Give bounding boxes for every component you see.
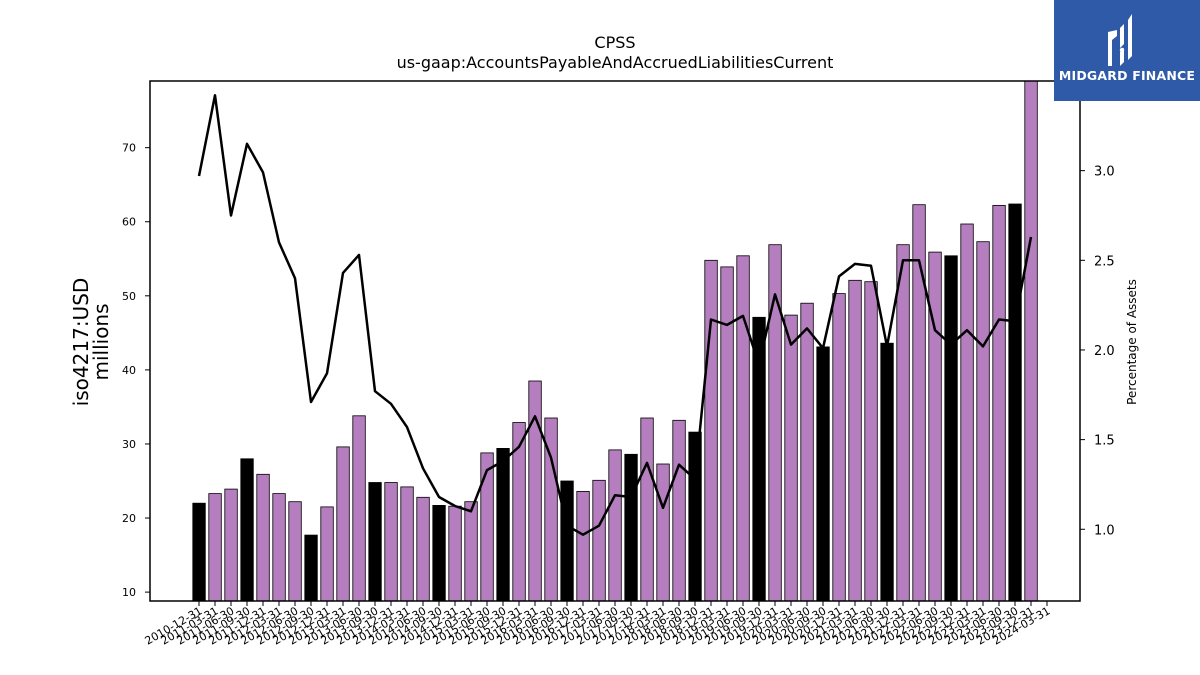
line-series — [197, 94, 1033, 536]
bar-annual — [192, 502, 206, 602]
bar-quarterly — [464, 501, 478, 602]
bar-quarterly — [448, 505, 462, 602]
logo-text: MIDGARD FINANCE — [1058, 68, 1196, 83]
bar-quarterly — [592, 479, 606, 602]
bar-quarterly — [736, 255, 750, 602]
bar-quarterly — [928, 251, 942, 602]
bar-quarterly — [400, 486, 414, 602]
bar-quarterly — [832, 293, 846, 602]
bar-quarterly — [224, 488, 238, 602]
bar-quarterly — [992, 204, 1006, 602]
bar-annual — [880, 342, 894, 602]
midgard-logo-icon — [1108, 14, 1132, 66]
bar-quarterly — [704, 259, 718, 602]
bar-quarterly — [576, 490, 590, 602]
y-tick-label: 30 — [122, 438, 136, 451]
y-tick-label: 70 — [122, 142, 136, 155]
bar-quarterly — [320, 506, 334, 602]
bar-annual — [304, 534, 318, 602]
y-tick-label: 60 — [122, 216, 136, 229]
chart-subtitle: us-gaap:AccountsPayableAndAccruedLiabili… — [397, 53, 834, 72]
bar-quarterly — [336, 446, 350, 602]
bar-annual — [816, 346, 830, 602]
bar-annual — [240, 458, 254, 602]
bar-quarterly — [480, 452, 494, 602]
bar-quarterly — [416, 496, 430, 602]
y2-tick-label: 1.5 — [1094, 434, 1115, 449]
bar-quarterly — [784, 314, 798, 602]
y-tick-label: 50 — [122, 290, 136, 303]
y2-tick-label: 2.5 — [1094, 254, 1115, 269]
bar-quarterly — [720, 266, 734, 602]
bar-quarterly — [608, 449, 622, 602]
y-axis: 10 20 30 40 50 60 70 — [122, 142, 150, 599]
plot-frame — [149, 80, 1081, 602]
bar-quarterly — [272, 493, 286, 602]
bar-quarterly — [864, 281, 878, 602]
y2-axis: 1.0 1.5 2.0 2.5 3.0 — [1080, 165, 1115, 538]
brand-logo: MIDGARD FINANCE — [1054, 0, 1200, 101]
y-axis-label-line1: iso4217:USD — [69, 278, 93, 407]
bar-series — [192, 80, 1038, 602]
y2-tick-label: 3.0 — [1094, 165, 1115, 180]
y2-axis-label: Percentage of Assets — [1125, 279, 1139, 405]
x-axis: 2010-12-312011-03-312011-06-302011-09-30… — [143, 601, 1053, 648]
y2-tick-label: 1.0 — [1094, 523, 1115, 538]
bar-quarterly — [528, 380, 542, 602]
chart-title: CPSS — [594, 33, 635, 52]
bar-annual — [560, 480, 574, 602]
bar-quarterly — [896, 244, 910, 602]
bar-quarterly — [848, 279, 862, 602]
bar-quarterly — [1024, 80, 1038, 602]
bar-quarterly — [656, 463, 670, 602]
y-axis-label-line2: millions — [89, 303, 113, 380]
bar-annual — [624, 453, 638, 602]
percent-of-assets-line — [197, 94, 1033, 536]
bar-quarterly — [352, 415, 366, 602]
y-tick-label: 10 — [122, 586, 136, 599]
bar-annual — [496, 447, 510, 602]
bar-quarterly — [256, 473, 270, 602]
y2-tick-label: 2.0 — [1094, 344, 1115, 359]
y-tick-label: 40 — [122, 364, 136, 377]
y-axis-label: iso4217:USD millions — [69, 278, 113, 407]
bar-annual — [1008, 203, 1022, 602]
bar-quarterly — [288, 501, 302, 602]
bar-annual — [688, 431, 702, 602]
y-tick-label: 20 — [122, 512, 136, 525]
bar-quarterly — [976, 241, 990, 602]
bar-quarterly — [672, 419, 686, 602]
bar-quarterly — [640, 417, 654, 602]
bar-quarterly — [208, 493, 222, 602]
bar-annual — [368, 482, 382, 602]
bar-annual — [432, 504, 446, 602]
bar-quarterly — [960, 223, 974, 602]
bar-quarterly — [800, 302, 814, 602]
bar-annual — [944, 255, 958, 602]
bar-quarterly — [384, 482, 398, 602]
